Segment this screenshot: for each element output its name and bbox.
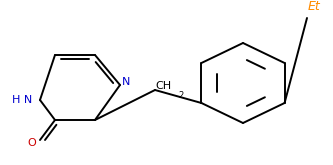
Text: CH: CH — [155, 81, 171, 91]
Text: Et: Et — [308, 0, 321, 13]
Text: H N: H N — [12, 95, 32, 105]
Text: 2: 2 — [178, 92, 183, 100]
Text: O: O — [28, 138, 36, 148]
Text: N: N — [122, 77, 131, 87]
